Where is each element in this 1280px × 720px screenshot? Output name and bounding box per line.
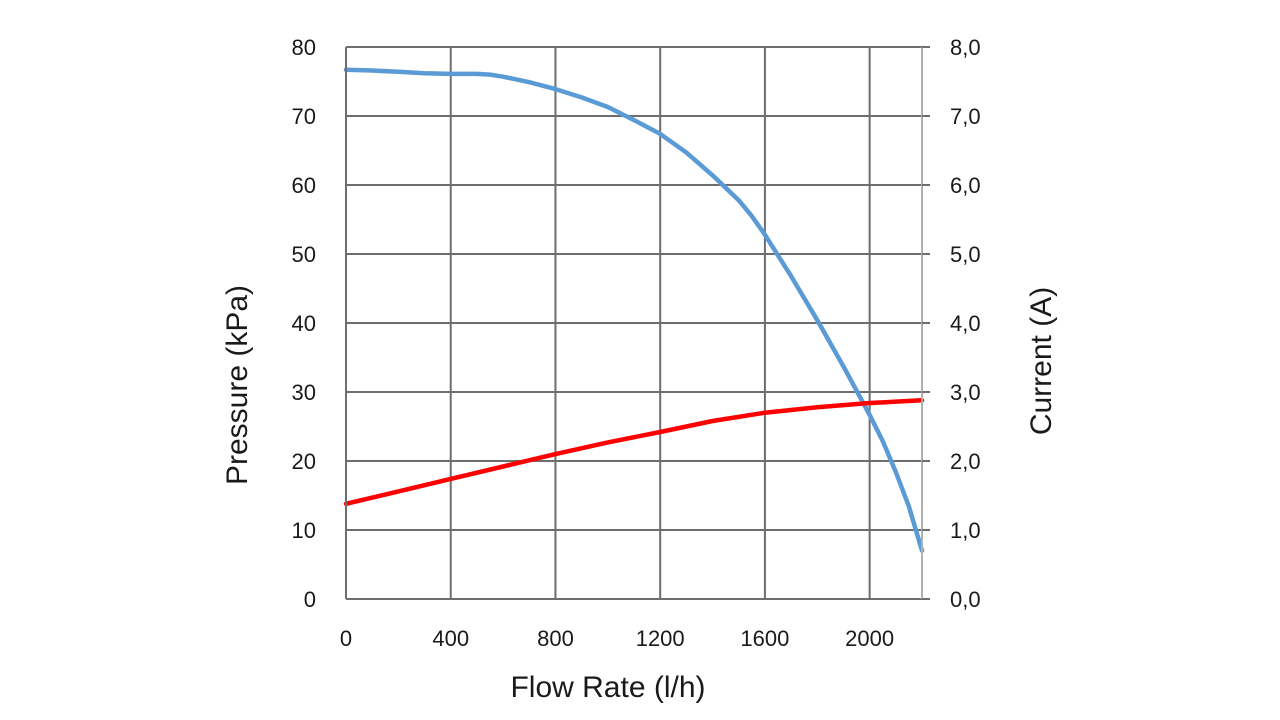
- y-left-tick-label: 80: [292, 35, 316, 60]
- y-left-tick-label: 40: [292, 311, 316, 336]
- y-right-tick-label: 7,0: [950, 104, 981, 129]
- y-left-tick-label: 10: [292, 518, 316, 543]
- x-tick-label: 800: [537, 626, 574, 651]
- grid-lines: [346, 47, 922, 599]
- y-right-tick-label: 2,0: [950, 449, 981, 474]
- y-right-tick-label: 0,0: [950, 587, 981, 612]
- y-left-tick-label: 70: [292, 104, 316, 129]
- x-tick-label: 0: [340, 626, 352, 651]
- x-axis-ticks: 0 400 800 1200 1600 2000: [340, 626, 894, 651]
- x-tick-label: 2000: [845, 626, 894, 651]
- series-layer: [343, 67, 925, 553]
- current-series-line: [343, 398, 925, 507]
- pressure-series-line: [343, 67, 925, 553]
- y-right-tick-label: 1,0: [950, 518, 981, 543]
- y-left-tick-label: 50: [292, 242, 316, 267]
- y-left-tick-label: 20: [292, 449, 316, 474]
- y-left-axis-ticks: 0 10 20 30 40 50 60 70 80: [292, 35, 316, 612]
- y-left-axis-title: Pressure (kPa): [221, 285, 254, 485]
- x-axis-title: Flow Rate (l/h): [510, 671, 705, 704]
- x-tick-label: 400: [432, 626, 469, 651]
- y-left-tick-label: 60: [292, 173, 316, 198]
- x-tick-label: 1600: [740, 626, 789, 651]
- y-right-axis-title: Current (A): [1025, 287, 1058, 435]
- y-right-tick-label: 4,0: [950, 311, 981, 336]
- y-right-axis-ticks: 0,0 1,0 2,0 3,0 4,0 5,0 6,0 7,0 8,0: [922, 35, 981, 612]
- y-left-tick-label: 30: [292, 380, 316, 405]
- y-right-tick-label: 3,0: [950, 380, 981, 405]
- y-right-tick-label: 8,0: [950, 35, 981, 60]
- x-tick-label: 1200: [636, 626, 685, 651]
- y-right-tick-label: 6,0: [950, 173, 981, 198]
- y-right-tick-label: 5,0: [950, 242, 981, 267]
- y-left-tick-label: 0: [304, 587, 316, 612]
